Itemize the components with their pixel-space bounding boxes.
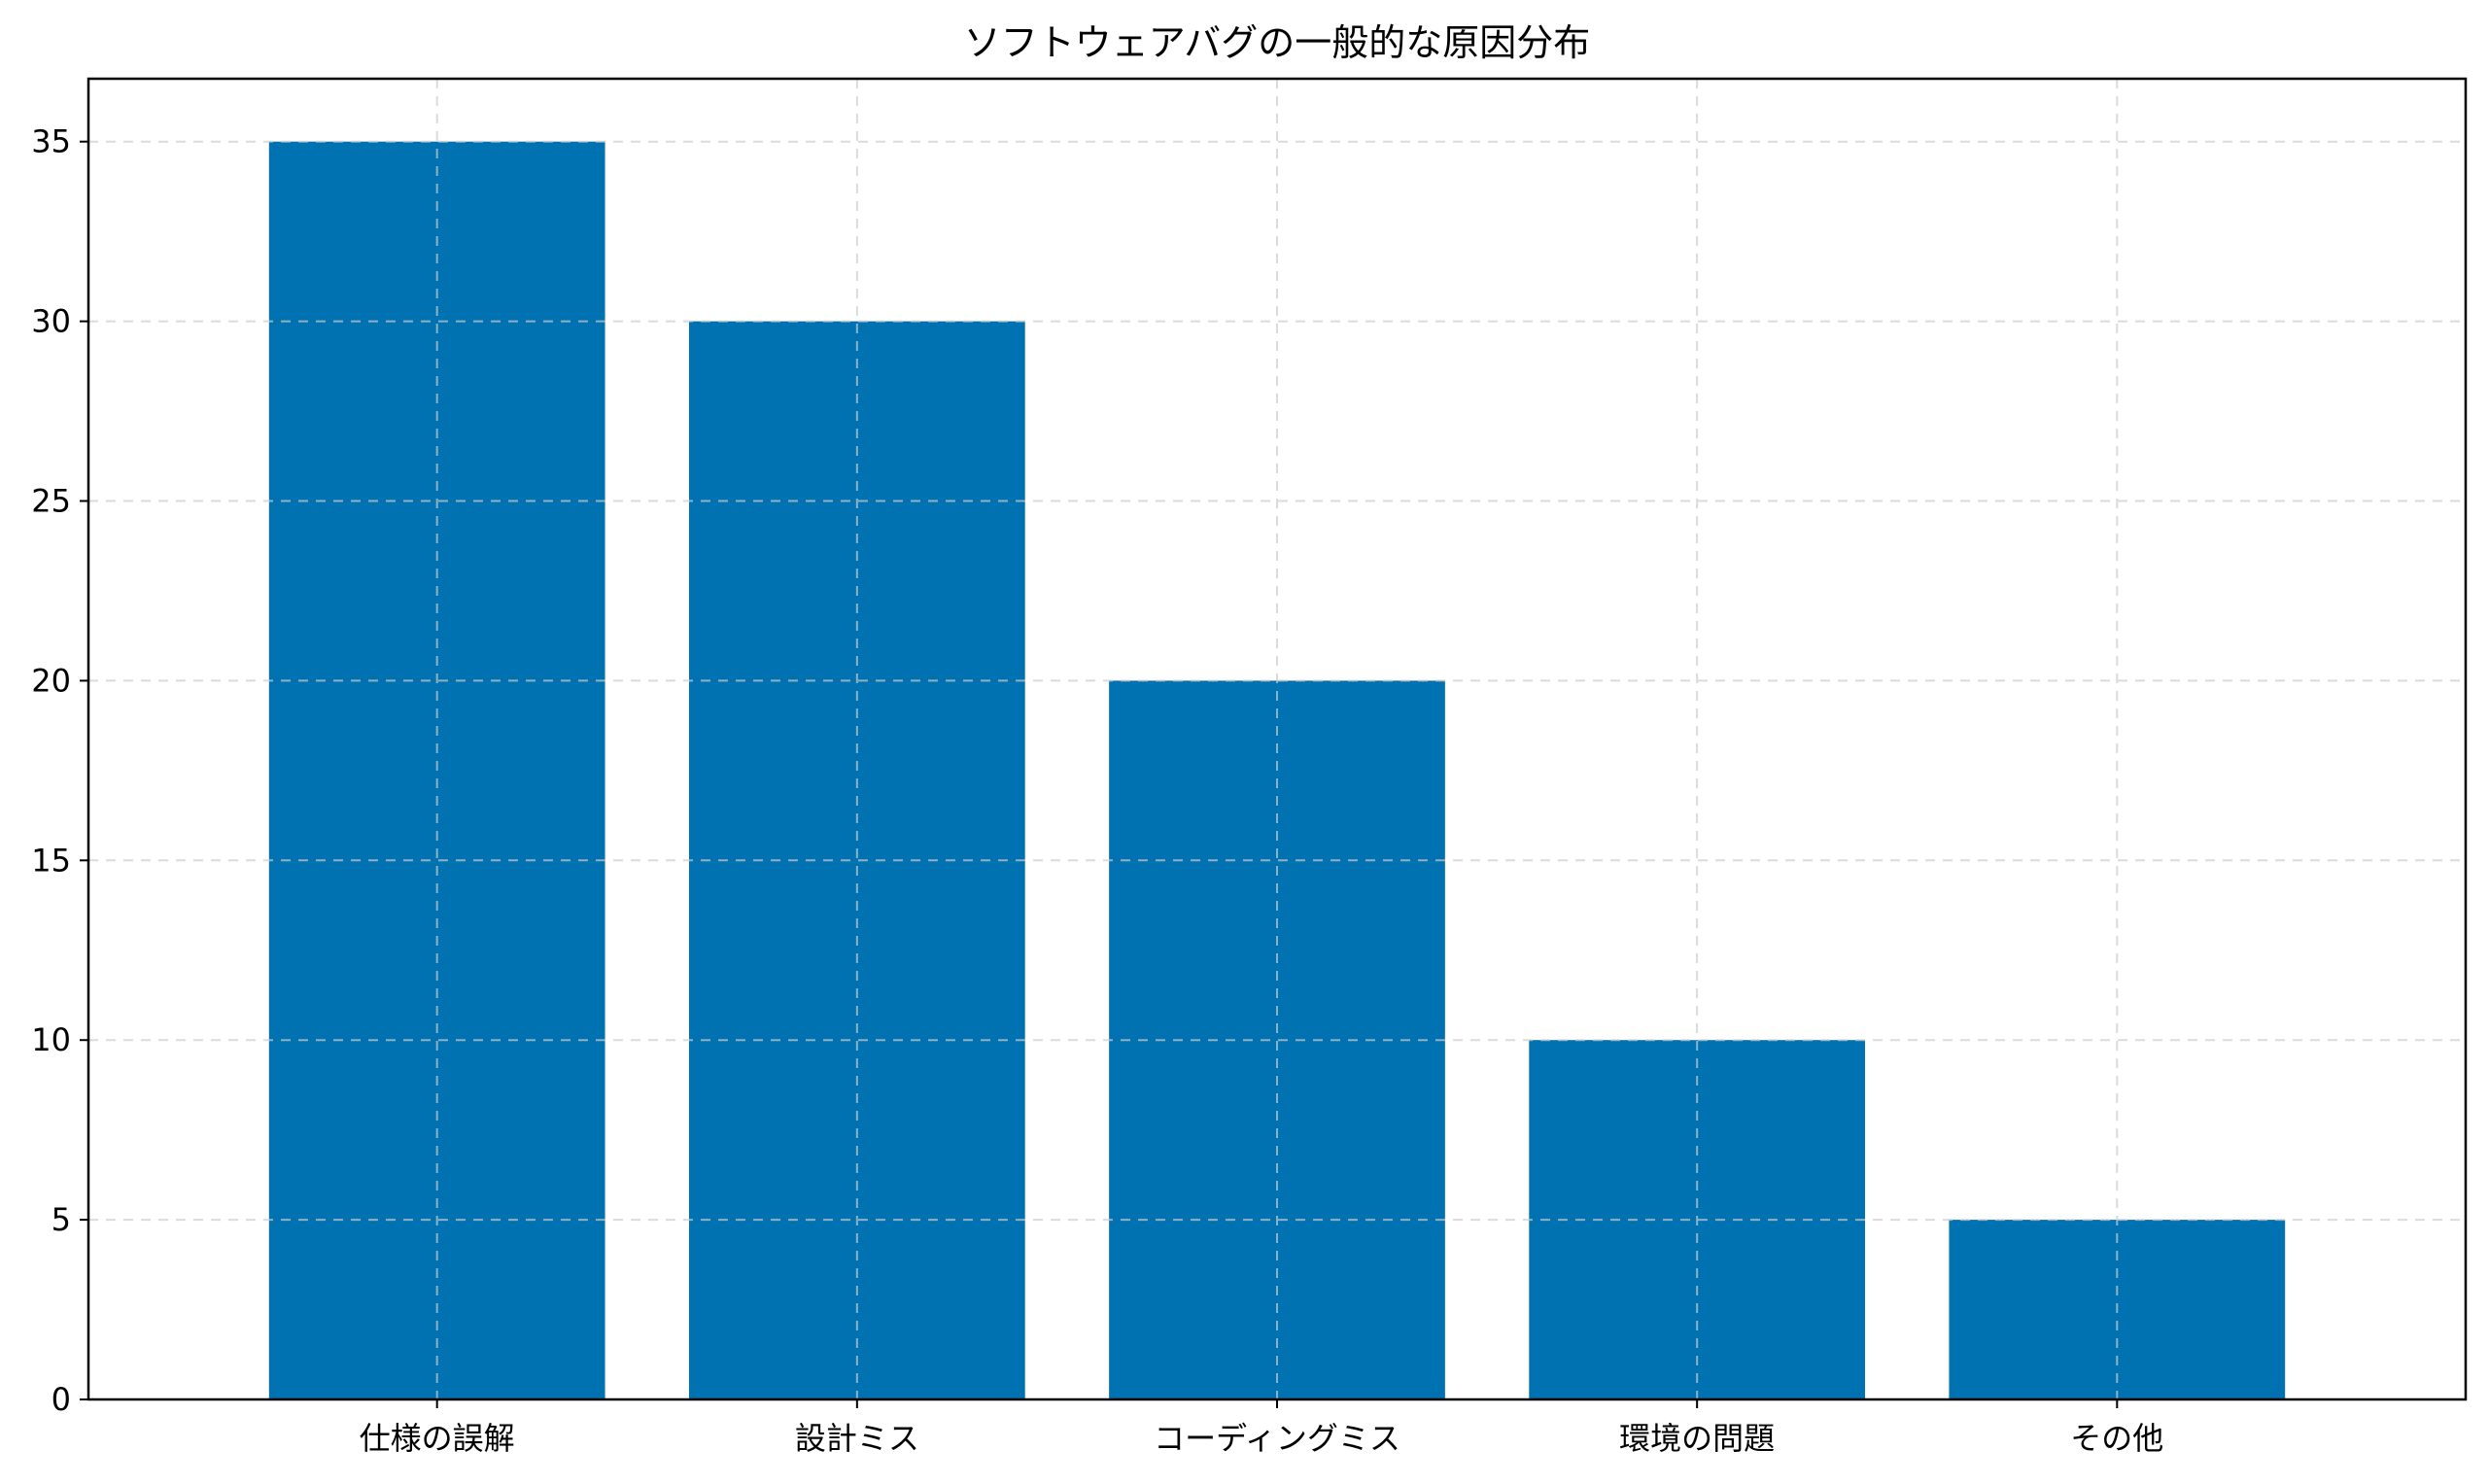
- y-tick-label: 35: [31, 123, 71, 160]
- y-axis: 0 5 10 15 20 25 30 35: [31, 123, 88, 1418]
- y-tick-label: 5: [52, 1201, 71, 1238]
- x-axis: 仕様の誤解 設計ミス コーディングミス 環境の問題 その他: [360, 1399, 2163, 1457]
- x-tick-label: コーディングミス: [1154, 1420, 1400, 1457]
- y-tick-label: 20: [31, 662, 71, 699]
- x-tick-label: 設計ミス: [795, 1420, 919, 1457]
- y-tick-label: 0: [52, 1381, 71, 1418]
- x-tick-label: 環境の問題: [1619, 1420, 1775, 1457]
- chart-title: ソフトウェアバグの一般的な原因分布: [964, 21, 1590, 64]
- y-tick-label: 15: [31, 842, 71, 879]
- y-tick-label: 25: [31, 483, 71, 520]
- y-tick-label: 10: [31, 1021, 71, 1058]
- x-tick-label: 仕様の誤解: [360, 1420, 515, 1457]
- y-tick-label: 30: [31, 303, 71, 340]
- x-tick-label: その他: [2070, 1420, 2163, 1457]
